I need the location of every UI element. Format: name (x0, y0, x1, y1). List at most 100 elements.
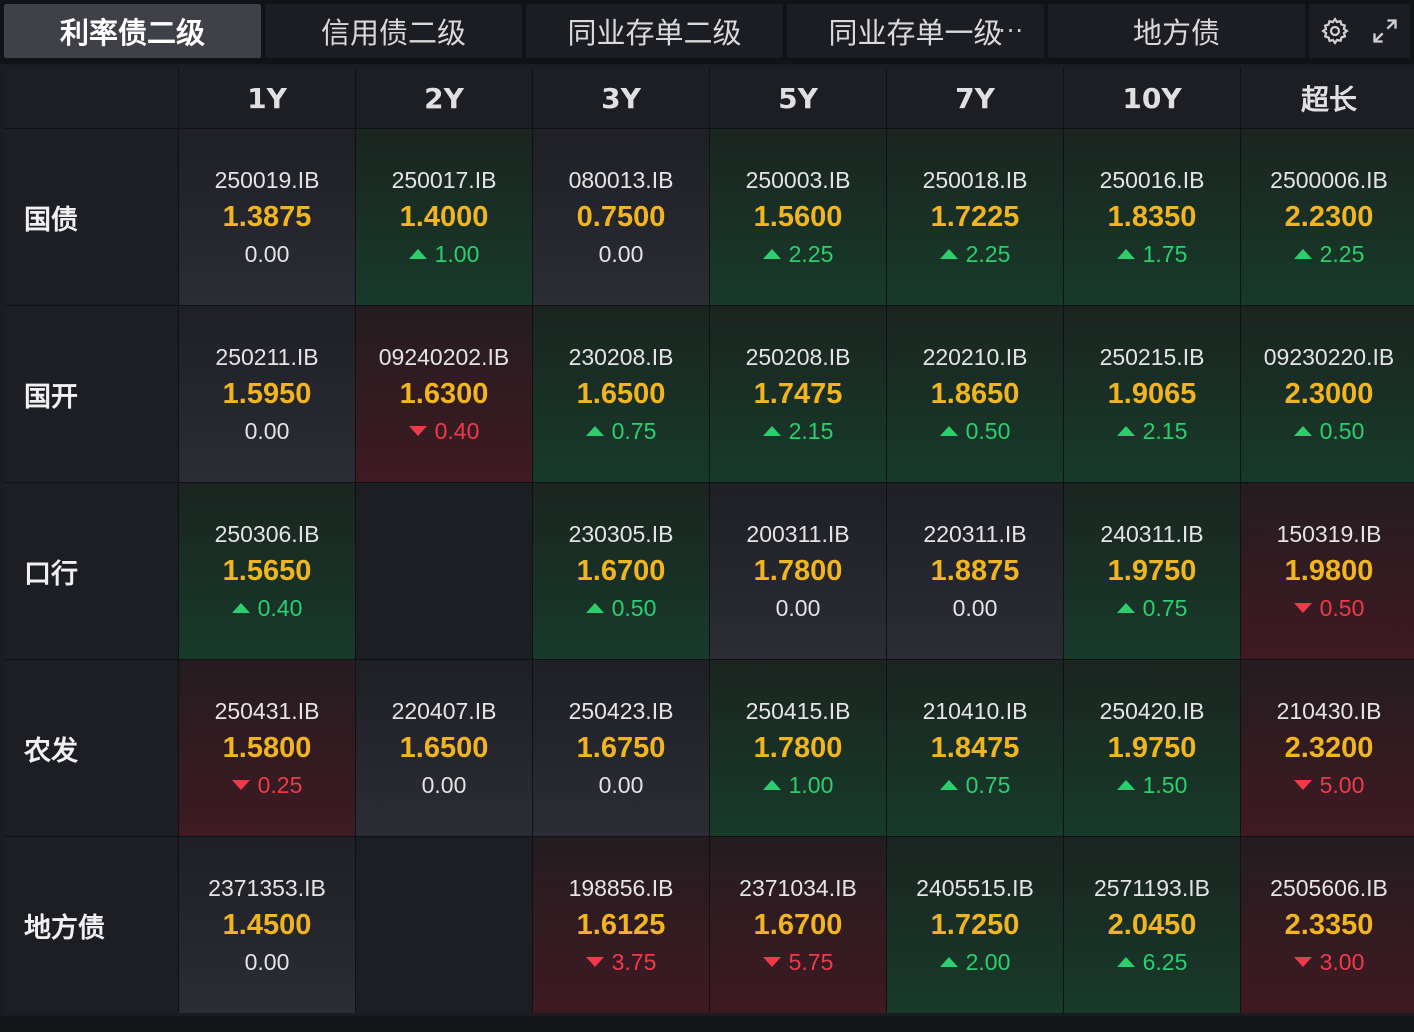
bond-quote-cell[interactable]: 250208.IB 1.7475 2.15 (710, 306, 886, 482)
bond-quote-cell[interactable]: 2500006.IB 2.2300 2.25 (1241, 129, 1414, 305)
change-value: 2.25 (1319, 241, 1365, 267)
bond-yield: 1.7800 (753, 555, 843, 587)
column-header-10y[interactable]: 10Y (1064, 68, 1240, 128)
bond-quote-cell[interactable]: 230208.IB 1.6500 0.75 (533, 306, 709, 482)
yield-change: 0.40 (231, 592, 302, 624)
bond-quote-cell[interactable]: 250415.IB 1.7800 1.00 (710, 660, 886, 836)
arrow-up-icon (1116, 780, 1135, 790)
empty-cell (356, 837, 532, 1013)
bond-quote-cell[interactable]: 250431.IB 1.5800 0.25 (179, 660, 355, 836)
bond-quote-cell[interactable]: 210410.IB 1.8475 0.75 (887, 660, 1063, 836)
gear-icon[interactable] (1320, 16, 1350, 46)
bond-quote-cell[interactable]: 250306.IB 1.5650 0.40 (179, 483, 355, 659)
column-header-3y[interactable]: 3Y (533, 68, 709, 128)
tab-ncd-secondary[interactable]: 同业存单二级 (526, 4, 783, 58)
arrow-up-icon (231, 603, 250, 613)
bond-yield: 1.6700 (576, 555, 666, 587)
tab-credit-bond-secondary[interactable]: 信用债二级 (265, 4, 522, 58)
change-value: 0.25 (257, 772, 303, 798)
bond-code: 09240202.IB (378, 344, 510, 370)
bond-code: 230305.IB (568, 521, 674, 547)
tab-rate-bond-secondary[interactable]: 利率债二级 (4, 4, 261, 58)
arrow-up-icon (762, 249, 781, 259)
yield-change: 0.50 (1293, 592, 1365, 624)
bond-quote-cell[interactable]: 250423.IB 1.6750 0.00 (533, 660, 709, 836)
bond-yield: 1.8875 (930, 555, 1020, 587)
tab-label: 同业存单一级 (828, 16, 1003, 50)
bond-code: 250211.IB (215, 344, 319, 370)
bond-quote-cell[interactable]: 230305.IB 1.6700 0.50 (533, 483, 709, 659)
change-value: 0.50 (965, 418, 1011, 444)
bond-quote-cell[interactable]: 09230220.IB 2.3000 0.50 (1241, 306, 1414, 482)
scrollbar-track[interactable] (0, 1016, 1414, 1032)
bond-quote-cell[interactable]: 080013.IB 0.7500 0.00 (533, 129, 709, 305)
change-value: 0.75 (965, 772, 1011, 798)
bond-quote-cell[interactable]: 2371353.IB 1.4500 0.00 (179, 837, 355, 1013)
change-value: 0.00 (598, 772, 644, 798)
tab-local-gov-bond[interactable]: 地方债 (1048, 4, 1305, 58)
bond-code: 250415.IB (745, 698, 851, 724)
arrow-up-icon (939, 249, 958, 259)
bond-quote-cell[interactable]: 2405515.IB 1.7250 2.00 (887, 837, 1063, 1013)
row-label: 农发 (4, 660, 178, 836)
yield-matrix: 1Y 2Y 3Y 5Y 7Y 10Y 超长 国债 250019.IB 1.3875 0.00 2500… (4, 68, 1414, 1013)
yield-change: 1.00 (762, 769, 834, 801)
bond-quote-cell[interactable]: 2505606.IB 2.3350 3.00 (1241, 837, 1414, 1013)
change-value: 1.00 (788, 772, 834, 798)
bond-quote-cell[interactable]: 150319.IB 1.9800 0.50 (1241, 483, 1414, 659)
bond-code: 250017.IB (391, 167, 497, 193)
column-header-7y[interactable]: 7Y (887, 68, 1063, 128)
change-value: 0.00 (952, 595, 998, 621)
arrow-up-icon (939, 780, 958, 790)
bond-quote-cell[interactable]: 240311.IB 1.9750 0.75 (1064, 483, 1240, 659)
row-label: 国开 (4, 306, 178, 482)
bond-yield: 1.6700 (753, 909, 843, 941)
bond-code: 250431.IB (214, 698, 320, 724)
yield-change: 0.00 (599, 238, 644, 270)
corner-cell (4, 68, 178, 128)
column-header-1y[interactable]: 1Y (179, 68, 355, 128)
arrow-up-icon (1116, 426, 1135, 436)
change-value: 0.00 (775, 595, 821, 621)
bond-quote-cell[interactable]: 250019.IB 1.3875 0.00 (179, 129, 355, 305)
bond-quote-cell[interactable]: 250211.IB 1.5950 0.00 (179, 306, 355, 482)
bond-quote-cell[interactable]: 220311.IB 1.8875 0.00 (887, 483, 1063, 659)
arrow-up-icon (1116, 249, 1135, 259)
bond-yield: 1.9800 (1284, 555, 1374, 587)
tab-ncd-primary[interactable]: 同业存单一级 ··· (787, 4, 1044, 58)
bond-yield: 1.8650 (930, 378, 1020, 410)
bond-quote-cell[interactable]: 250017.IB 1.4000 1.00 (356, 129, 532, 305)
bond-yield: 2.3200 (1284, 732, 1374, 764)
change-value: 0.50 (1319, 595, 1365, 621)
bond-quote-cell[interactable]: 210430.IB 2.3200 5.00 (1241, 660, 1414, 836)
column-header-5y[interactable]: 5Y (710, 68, 886, 128)
bond-code: 230208.IB (568, 344, 674, 370)
bond-quote-cell[interactable]: 250016.IB 1.8350 1.75 (1064, 129, 1240, 305)
bond-quote-cell[interactable]: 220407.IB 1.6500 0.00 (356, 660, 532, 836)
column-header-超长[interactable]: 超长 (1241, 68, 1414, 128)
bond-yield: 2.0450 (1107, 909, 1197, 941)
bond-quote-cell[interactable]: 220210.IB 1.8650 0.50 (887, 306, 1063, 482)
yield-change: 2.25 (939, 238, 1010, 270)
bond-quote-cell[interactable]: 09240202.IB 1.6300 0.40 (356, 306, 532, 482)
bond-quote-cell[interactable]: 250420.IB 1.9750 1.50 (1064, 660, 1240, 836)
bond-code: 220311.IB (923, 521, 1027, 547)
expand-icon[interactable] (1371, 17, 1399, 45)
yield-change: 3.00 (1293, 946, 1364, 978)
yield-change: 0.40 (408, 415, 479, 447)
bond-code: 200311.IB (746, 521, 850, 547)
bond-yield: 2.3350 (1284, 909, 1374, 941)
yield-change: 1.50 (1116, 769, 1187, 801)
column-header-2y[interactable]: 2Y (356, 68, 532, 128)
bond-quote-cell[interactable]: 198856.IB 1.6125 3.75 (533, 837, 709, 1013)
row-label: 地方债 (4, 837, 178, 1013)
bond-quote-cell[interactable]: 200311.IB 1.7800 0.00 (710, 483, 886, 659)
bond-quote-cell[interactable]: 2371034.IB 1.6700 5.75 (710, 837, 886, 1013)
more-icon[interactable]: ··· (998, 17, 1024, 45)
arrow-down-icon (231, 780, 250, 790)
bond-quote-cell[interactable]: 250003.IB 1.5600 2.25 (710, 129, 886, 305)
arrow-up-icon (762, 780, 781, 790)
bond-quote-cell[interactable]: 250215.IB 1.9065 2.15 (1064, 306, 1240, 482)
bond-quote-cell[interactable]: 250018.IB 1.7225 2.25 (887, 129, 1063, 305)
bond-quote-cell[interactable]: 2571193.IB 2.0450 6.25 (1064, 837, 1240, 1013)
